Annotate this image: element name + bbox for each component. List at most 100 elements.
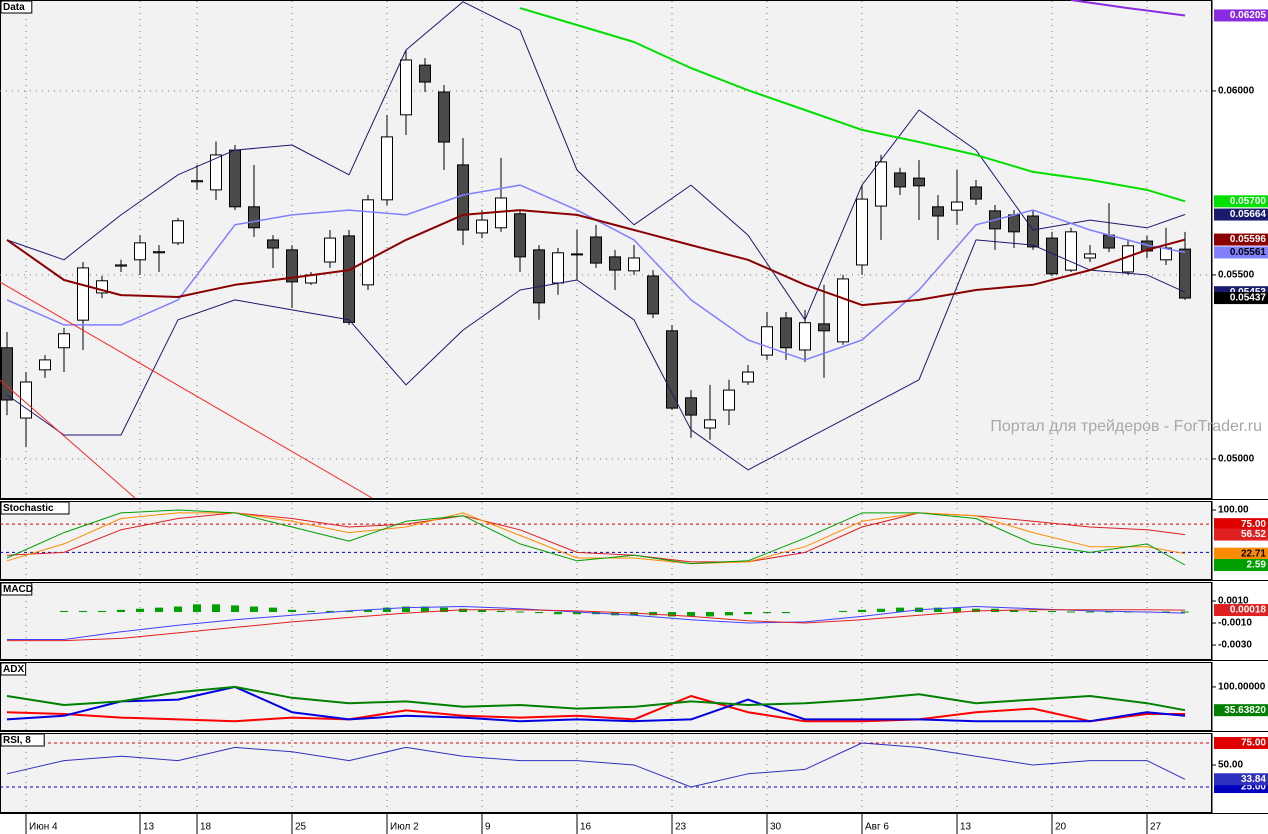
trend-line [0, 281, 373, 499]
value-tag-label: 75.00 [1241, 738, 1266, 749]
candle-body [457, 164, 469, 231]
x-tick-label: 13 [143, 822, 155, 833]
value-tag [1214, 518, 1268, 531]
histogram-bar [877, 608, 885, 613]
value-tag-label: 56.52 [1241, 529, 1266, 540]
histogram-bar [649, 612, 657, 616]
histogram-bar [763, 612, 771, 614]
histogram-bar [687, 612, 695, 617]
histogram-bar [858, 609, 866, 613]
candle-body [58, 333, 70, 349]
histogram-bar [1048, 610, 1056, 613]
value-tag-label: 75.00 [1241, 519, 1266, 530]
candle-body [191, 180, 203, 183]
candle-body [761, 326, 773, 356]
indicator-line [6, 509, 1186, 566]
y-tick-label: 0.06000 [1218, 86, 1255, 97]
candle-body [77, 267, 89, 321]
value-tag [1214, 246, 1268, 259]
panel [0, 662, 1212, 731]
overlay [0, 281, 373, 499]
y-tick-label: 0.0010 [1218, 596, 1249, 607]
value-tag-label: 33.84 [1241, 774, 1266, 785]
candle-body [324, 237, 336, 263]
candle-body [1, 347, 13, 401]
histogram-bar [231, 605, 239, 613]
x-tick-label: Июл 2 [390, 822, 419, 833]
x-tick-label: 18 [200, 822, 212, 833]
candle-body [419, 64, 431, 83]
candle-body [590, 236, 602, 264]
value-tag-label: 0.00018 [1230, 605, 1267, 616]
trend-line [0, 379, 136, 499]
candle-body [609, 256, 621, 271]
histogram-bar [706, 612, 714, 617]
candle-body [210, 154, 222, 191]
indicator-line [6, 209, 1186, 307]
candle-body [970, 186, 982, 200]
indicator-line [6, 685, 1186, 712]
histogram-bar [1105, 611, 1113, 613]
value-tag-label: 0.05437 [1230, 293, 1267, 304]
histogram-bar [326, 610, 334, 613]
histogram-bar [573, 612, 581, 615]
value-tag-label: 2.59 [1247, 560, 1267, 571]
candle-body [875, 161, 887, 207]
candle-body [856, 198, 868, 266]
value-tag [1214, 558, 1268, 571]
panel-title: ADX [3, 664, 24, 675]
x-tick-label: 23 [675, 822, 687, 833]
histogram-bar [1086, 611, 1094, 613]
panel [0, 0, 1212, 499]
candle-body [780, 317, 792, 349]
histogram-bar [744, 612, 752, 615]
x-tick-label: 25 [295, 822, 307, 833]
candle-body [134, 242, 146, 261]
histogram-bar [174, 606, 182, 613]
value-tag-label: 25.00 [1241, 782, 1266, 793]
histogram-bar [896, 607, 904, 613]
indicator-line [6, 742, 1186, 788]
candle-body [704, 419, 716, 429]
histogram-bar [307, 610, 315, 613]
histogram-bar [155, 607, 163, 613]
indicator-line [6, 239, 1186, 471]
x-axis [0, 814, 1268, 834]
histogram-bar [421, 606, 429, 613]
value-tag-label: 0.05700 [1230, 196, 1267, 207]
panel-title-box [0, 0, 33, 14]
x-tick-label: 9 [485, 822, 491, 833]
indicator-line [6, 184, 1186, 361]
y-tick-label: 50.00 [1218, 760, 1243, 771]
candle-body [913, 177, 925, 187]
panel [0, 733, 1212, 813]
candle-body [438, 91, 450, 143]
candle-body [400, 59, 412, 116]
x-tick-label: 16 [580, 822, 592, 833]
candle-body [723, 389, 735, 411]
candle-body [1046, 237, 1058, 275]
candle-body [742, 371, 754, 383]
candle-body [153, 251, 165, 254]
candle-body [552, 252, 564, 284]
indicator-line [7, 606, 1186, 640]
y-tick-label: 0.05500 [1218, 270, 1255, 281]
histogram-bar [440, 607, 448, 613]
indicator-line [6, 685, 1186, 723]
y-tick-label: -0.0030 [1218, 640, 1252, 651]
candle-body [837, 278, 849, 343]
candle-body [818, 323, 830, 332]
x-tick-label: 30 [770, 822, 782, 833]
candle-body [1027, 215, 1039, 248]
candle-body [381, 136, 393, 201]
value-tag [1214, 208, 1268, 221]
candle-body [1008, 214, 1020, 233]
candle-body [685, 397, 697, 416]
histogram-bar [516, 611, 524, 613]
histogram-bar [459, 608, 467, 613]
candle-body [1103, 234, 1115, 249]
candle-body [571, 253, 583, 256]
watermark: Портал для трейдеров - ForTrader.ru [990, 418, 1262, 435]
candle-body [343, 235, 355, 323]
histogram-bar [79, 610, 87, 613]
